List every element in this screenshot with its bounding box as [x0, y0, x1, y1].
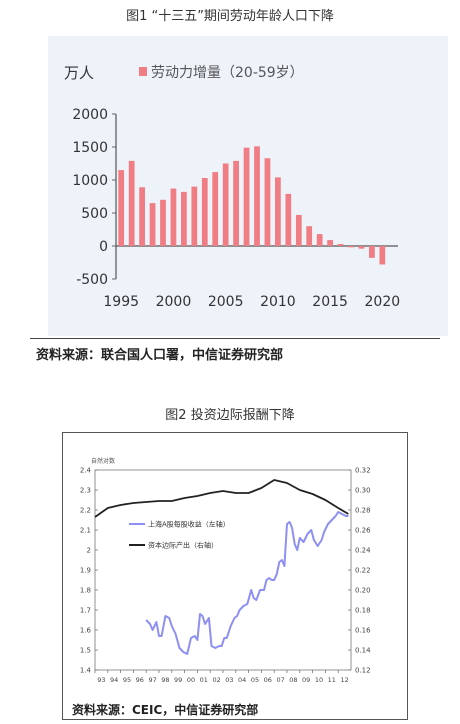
- figure2-capital-line: [94, 479, 349, 518]
- figure2-left-tick-label: 2.4: [80, 467, 92, 475]
- figure2-x-tick-label: 04: [238, 676, 246, 684]
- figure1-bar: [285, 193, 292, 246]
- figure1-y-tick-label: 500: [81, 206, 108, 222]
- figure2-chart: 自然对数 上海A股每股收益（左轴） 资本边际产出（右轴） 1.4 1.5 1.6 1.…: [80, 457, 371, 684]
- figure2-x-tick-label: 07: [276, 676, 284, 684]
- figure2-x-tick-label: 12: [340, 676, 348, 684]
- figure2-left-tick-label: 2.1: [80, 527, 91, 535]
- figure2-left-tick-label: 1.8: [80, 587, 91, 595]
- figure2-right-tick-label: 0.32: [355, 467, 371, 475]
- figure2-right-tick-label: 0.30: [355, 487, 371, 495]
- figure1-legend-label: 劳动力增量（20-59岁）: [151, 65, 304, 81]
- figure1-bar: [295, 214, 302, 246]
- figure2-x-tick-label: 05: [251, 676, 259, 684]
- figure1-bar: [254, 146, 260, 246]
- figure1-bar: [212, 172, 219, 246]
- figure2-left-axis-title: 自然对数: [91, 457, 115, 465]
- figure2-right-tick-label: 0.22: [355, 567, 371, 575]
- figure2-x-tick-label: 09: [302, 676, 310, 684]
- figure1-bar: [128, 160, 135, 246]
- figure2-x-tick-label: 93: [97, 676, 105, 684]
- figure1-bar: [160, 199, 166, 246]
- figure1-bar: [264, 158, 271, 246]
- figure2-chart-panel: 自然对数 上海A股每股收益（左轴） 资本边际产出（右轴） 1.4 1.5 1.6 1.…: [62, 432, 408, 720]
- figure2-left-tick-label: 1.7: [80, 607, 91, 615]
- figure2-x-tick-label: 03: [225, 676, 233, 684]
- figure1-bar: [369, 246, 375, 258]
- figure1-bar: [348, 246, 354, 248]
- figure1-x-tick-label: 1995: [103, 294, 139, 310]
- figure1-bar: [191, 186, 198, 246]
- figure2-x-tick-label: 06: [264, 676, 272, 684]
- figure1-bar: [275, 177, 281, 246]
- figure1-y-tick-label: -500: [76, 272, 108, 288]
- figure1-x-tick-label: 2000: [156, 294, 192, 310]
- figure1-x-tick-label: 2010: [260, 294, 296, 310]
- figure1-y-tick-label: 2000: [72, 107, 108, 123]
- figure1-x-tick-label: 2015: [312, 294, 348, 310]
- figure1-bar: [222, 163, 229, 246]
- figure2-x-tick-label: 99: [174, 676, 182, 684]
- figure1-y-tick-label: 1500: [72, 140, 108, 156]
- figure1-bar: [358, 246, 365, 249]
- figure2-left-tick-label: 2.2: [80, 507, 91, 515]
- figure1-chart: 万人 劳动力增量（20-59岁） -500 0 500 1000 1500 2000 199…: [64, 64, 401, 310]
- figure2-x-tick-label: 96: [136, 676, 144, 684]
- figure2-right-tick-label: 0.20: [355, 587, 371, 595]
- figure2-right-tick-label: 0.14: [355, 647, 371, 655]
- figure1-bar: [233, 160, 239, 246]
- figure2-x-tick-label: 08: [289, 676, 297, 684]
- figure1-divider: [30, 338, 440, 339]
- figure1-bar: [306, 226, 313, 246]
- figure2-right-tick-label: 0.16: [355, 627, 371, 635]
- figure2-right-tick-label: 0.28: [355, 507, 371, 515]
- figure1-caption: 图1 “十三五”期间劳动年龄人口下降: [126, 9, 334, 24]
- figure2-left-tick-label: 2.3: [80, 487, 91, 495]
- figure2-x-tick-label: 94: [110, 676, 118, 684]
- figure1-bar: [118, 170, 125, 246]
- figure1-x-tick-label: 2020: [365, 294, 401, 310]
- figure2-left-tick-label: 2: [87, 547, 91, 555]
- figure1-bar: [149, 203, 156, 246]
- figure2-x-tick-label: 98: [161, 676, 169, 684]
- figure1-legend-swatch: [139, 67, 147, 76]
- figure1-unit-label: 万人: [64, 64, 94, 82]
- figure1-y-tick-label: 1000: [72, 173, 108, 189]
- figure2-x-tick-label: 10: [315, 676, 323, 684]
- figure2-x-tick-label: 01: [200, 676, 208, 684]
- figure2-x-tick-label: 97: [148, 676, 156, 684]
- figure2-eps-line: [145, 511, 349, 655]
- figure2-right-tick-label: 0.24: [355, 547, 371, 555]
- figure1-x-tick-label: 2005: [208, 294, 244, 310]
- figure1-source: 资料来源：联合国人口署，中信证券研究部: [36, 348, 284, 363]
- figure1-bar: [170, 188, 177, 246]
- figure1-bar: [316, 234, 323, 246]
- figure2-left-tick-label: 1.6: [80, 627, 92, 635]
- figure2-left-tick-label: 1.9: [80, 567, 91, 575]
- figure1-bar: [181, 191, 187, 246]
- figure1-chart-panel: 万人 劳动力增量（20-59岁） -500 0 500 1000 1500 2000 199…: [48, 36, 448, 336]
- figure2-x-tick-label: 02: [212, 676, 220, 684]
- figure2-source: 资料来源：CEIC，中信证券研究部: [72, 703, 259, 717]
- figure1-bar: [243, 147, 250, 246]
- figure1-bar: [139, 187, 145, 246]
- figure1-bar: [201, 178, 208, 246]
- figure2-caption: 图2 投资边际报酬下降: [165, 408, 295, 423]
- figure1-bar: [337, 244, 344, 246]
- figure1-bar: [379, 246, 386, 265]
- figure2-x-tick-label: 95: [123, 676, 131, 684]
- figure2-x-tick-label: 00: [187, 676, 195, 684]
- figure2-right-tick-label: 0.12: [355, 667, 371, 675]
- figure2-right-tick-label: 0.26: [355, 527, 371, 535]
- figure2-left-tick-label: 1.5: [80, 647, 91, 655]
- figure2-x-tick-label: 11: [328, 676, 336, 684]
- figure2-left-tick-label: 1.4: [80, 667, 92, 675]
- figure1-bar: [327, 240, 333, 246]
- figure1-y-tick-label: 0: [99, 239, 108, 255]
- figure2-legend-label-eps: 上海A股每股收益（左轴）: [148, 520, 230, 529]
- figure2-right-tick-label: 0.18: [355, 607, 371, 615]
- figure2-legend-label-capital: 资本边际产出（右轴）: [148, 541, 218, 550]
